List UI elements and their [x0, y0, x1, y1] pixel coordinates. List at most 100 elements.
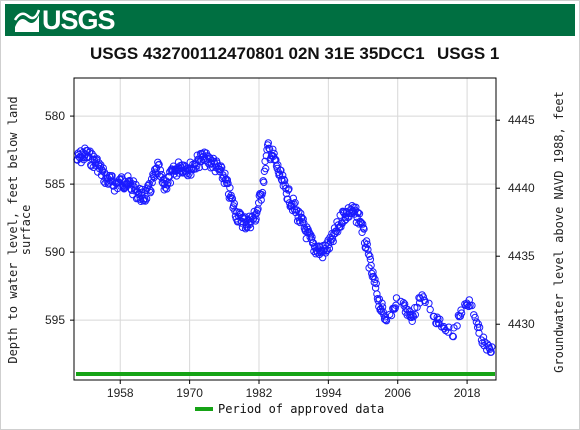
data-point [479, 333, 488, 341]
data-point [195, 163, 204, 172]
data-point [249, 215, 258, 223]
data-point [99, 164, 108, 172]
data-point [355, 210, 364, 218]
y-tick-label-left: 595 [45, 313, 65, 327]
data-point [392, 301, 400, 309]
data-point [370, 278, 378, 287]
data-point [379, 308, 387, 316]
data-point [257, 196, 265, 204]
y-tick-label-left: 590 [45, 245, 65, 259]
data-point [359, 220, 367, 228]
data-point [369, 268, 377, 276]
data-point [471, 313, 479, 322]
data-point [262, 164, 270, 173]
usgs-banner: USGS [5, 4, 575, 36]
data-point [453, 322, 461, 330]
data-point [106, 173, 114, 182]
data-point [222, 175, 230, 183]
data-point [290, 200, 298, 208]
data-point [260, 178, 268, 187]
data-point [488, 343, 496, 351]
data-point [325, 244, 334, 253]
data-point [158, 170, 166, 179]
data-point [399, 299, 408, 307]
data-point [214, 162, 223, 170]
data-point [226, 184, 234, 192]
data-point [378, 299, 386, 307]
data-point [426, 305, 434, 314]
y-tick-label-right: 4445 [508, 113, 535, 127]
data-point [436, 315, 444, 323]
data-point [378, 303, 387, 311]
data-point [444, 328, 452, 336]
data-point [291, 199, 299, 207]
x-tick-label: 1970 [176, 386, 203, 400]
data-point [475, 329, 483, 337]
data-point [337, 223, 345, 231]
data-point [366, 252, 374, 260]
data-series [73, 139, 496, 356]
data-point [141, 197, 150, 205]
data-point [382, 317, 391, 325]
data-point [181, 163, 189, 171]
data-point [155, 160, 163, 169]
y-tick-label-left: 585 [45, 177, 65, 191]
data-point [280, 177, 289, 185]
data-point [265, 144, 273, 153]
data-point [228, 194, 237, 203]
data-point [299, 215, 307, 223]
x-tick-label: 1982 [246, 386, 273, 400]
logo-text: USGS [42, 4, 116, 35]
plot-area [73, 77, 497, 381]
x-tick-label: 2006 [384, 386, 411, 400]
data-point [449, 332, 457, 341]
x-tick-label: 2018 [454, 386, 481, 400]
data-point [146, 186, 154, 194]
legend: Period of approved data [195, 402, 384, 416]
y-axis-left-label-line2: surface [19, 205, 33, 256]
title-suffix: USGS 1 [437, 44, 500, 63]
data-point [360, 225, 368, 233]
data-point [275, 171, 283, 179]
data-point [275, 170, 284, 179]
data-point [466, 301, 474, 310]
y-tick-label-right: 4440 [508, 181, 535, 195]
usgs-logo[interactable]: USGS [14, 4, 116, 35]
y-axis-right-label: Groundwater level above NAVD 1988, feet [552, 91, 566, 373]
data-point [457, 309, 466, 317]
data-point [445, 323, 453, 331]
data-point [364, 250, 373, 259]
data-point [245, 220, 253, 228]
data-point [265, 145, 274, 153]
data-point [392, 294, 401, 302]
data-point [309, 239, 317, 247]
data-point [409, 313, 418, 321]
data-point [233, 218, 242, 226]
data-point [285, 185, 293, 193]
data-point [323, 246, 332, 254]
data-point [487, 348, 495, 356]
data-point [108, 172, 116, 180]
data-point [284, 195, 292, 203]
data-point [362, 237, 371, 245]
data-point [329, 237, 337, 246]
data-point [354, 209, 362, 217]
data-point [223, 176, 232, 184]
data-point [413, 303, 421, 311]
data-point [99, 167, 107, 175]
y-tick-label-left: 580 [45, 109, 65, 123]
x-tick-label: 1994 [315, 386, 342, 400]
data-point [166, 179, 175, 187]
data-point [95, 159, 103, 167]
data-point [151, 165, 159, 174]
data-point [227, 191, 235, 200]
data-point [289, 194, 297, 203]
data-point [367, 261, 375, 270]
data-point [184, 171, 192, 180]
x-tick-label: 1958 [107, 386, 134, 400]
data-point [468, 301, 476, 310]
data-point [263, 146, 271, 154]
data-point [224, 179, 232, 188]
legend-label: Period of approved data [218, 402, 384, 416]
